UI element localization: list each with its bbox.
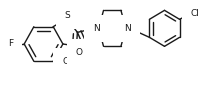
- Text: N: N: [124, 24, 131, 33]
- Text: F: F: [8, 40, 13, 48]
- Text: O: O: [76, 48, 83, 57]
- Text: Cl: Cl: [62, 58, 71, 66]
- Text: N: N: [93, 24, 100, 33]
- Text: S: S: [65, 11, 71, 20]
- Text: Cl: Cl: [191, 9, 199, 18]
